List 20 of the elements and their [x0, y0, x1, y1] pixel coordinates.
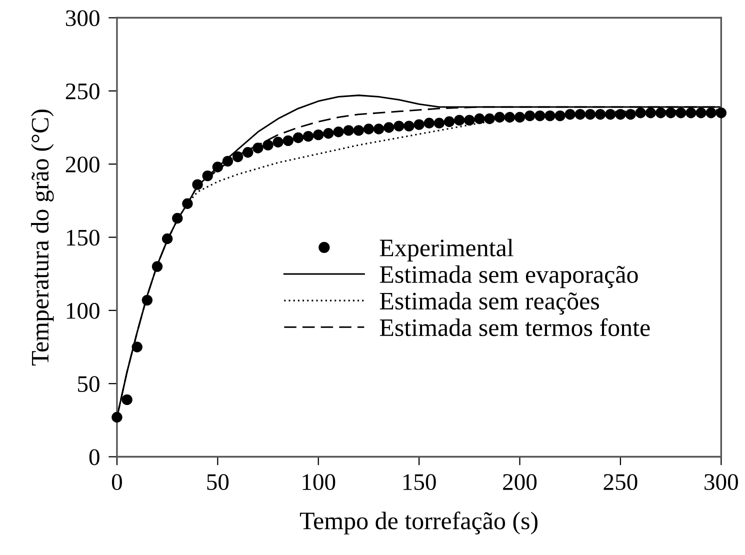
x-tick-label: 100 [302, 474, 336, 490]
legend-label: Estimada sem termos fonte [380, 318, 650, 336]
legend-label: Estimada sem reações [380, 292, 599, 315]
y-tick-label: 150 [66, 230, 100, 246]
x-tick-label: 150 [403, 474, 436, 490]
x-tick-label: 50 [207, 474, 229, 490]
y-tick-label: 100 [66, 302, 100, 319]
y-axis-title: Temperatura do grão (°C) [31, 110, 54, 366]
x-tick-label: 200 [503, 474, 537, 490]
y-tick-label: 300 [66, 10, 100, 26]
legend-label: Estimada sem evaporação [380, 265, 638, 288]
x-tick-label: 250 [604, 474, 638, 490]
y-tick-label: 50 [78, 376, 100, 392]
x-axis-title: Tempo de torrefação (s) [300, 512, 538, 534]
x-tick-label: 0 [112, 474, 122, 490]
y-tick-label: 250 [66, 83, 100, 100]
x-tick-label: 300 [704, 474, 738, 490]
y-tick-label: 200 [66, 156, 100, 173]
y-tick-label: 0 [89, 449, 100, 466]
legend-label: Experimental [380, 238, 514, 262]
